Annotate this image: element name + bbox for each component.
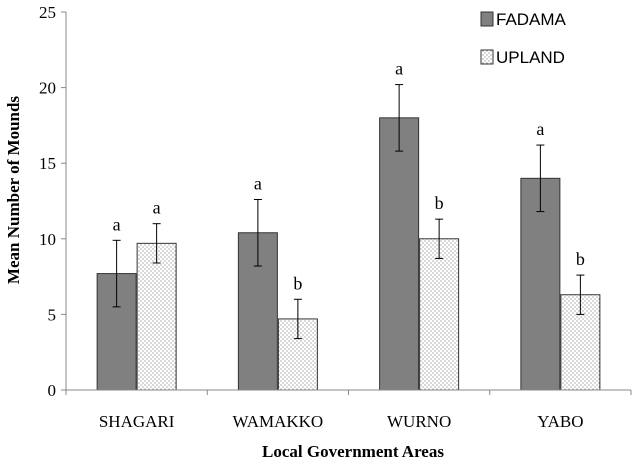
significance-label: a (153, 198, 161, 218)
legend-swatch-fadama (480, 11, 494, 27)
significance-label: a (536, 119, 544, 139)
significance-label: a (113, 214, 121, 234)
significance-label: a (395, 59, 403, 79)
y-tick-label: 5 (48, 305, 57, 324)
significance-label: a (254, 173, 262, 193)
x-tick-label: YABO (537, 412, 583, 431)
x-tick-label: WAMAKKO (233, 412, 324, 431)
significance-label: b (293, 273, 302, 293)
axes: 0 5 10 15 20 25 SHAGARI WAMAKKO WURNO YABO (39, 3, 632, 431)
x-tick-label: SHAGARI (99, 412, 175, 431)
legend: FADAMA UPLAND (480, 10, 567, 67)
legend-label-upland: UPLAND (496, 48, 565, 67)
legend-swatch-upland (480, 49, 494, 65)
significance-label: b (435, 193, 444, 213)
plot-area: a a a a a b b b (96, 59, 601, 391)
bar-upland (136, 242, 177, 391)
y-tick-label: 20 (39, 79, 56, 98)
x-axis-title: Local Government Areas (262, 442, 444, 461)
legend-label-fadama: FADAMA (496, 10, 567, 29)
y-axis-title: Mean Number of Mounds (4, 96, 23, 284)
significance-label: b (576, 249, 585, 269)
y-tick-label: 25 (39, 3, 56, 22)
x-tick-label: WURNO (387, 412, 451, 431)
y-tick-label: 15 (39, 154, 56, 173)
bar-fadama (379, 117, 420, 391)
bar-upland (419, 238, 460, 391)
y-tick-label: 10 (39, 230, 56, 249)
y-tick-label: 0 (48, 381, 57, 400)
